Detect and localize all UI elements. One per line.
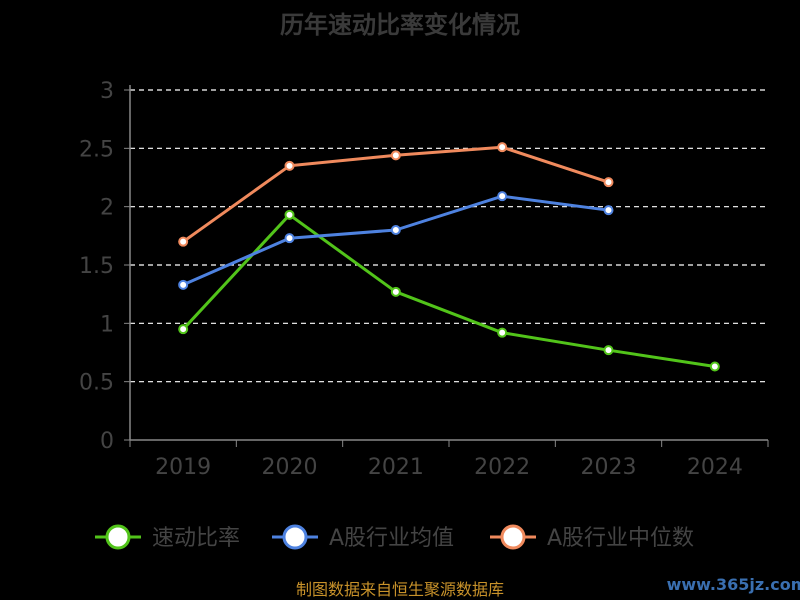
legend-label-0: 速动比率 xyxy=(152,526,240,551)
data-point-1 xyxy=(284,233,295,244)
x-tick-label: 2023 xyxy=(581,455,637,480)
legend-marker-2 xyxy=(500,524,526,550)
data-point-0 xyxy=(284,209,295,220)
data-point-0 xyxy=(390,286,401,297)
data-point-1 xyxy=(178,279,189,290)
data-point-0 xyxy=(178,324,189,335)
x-tick-label: 2020 xyxy=(262,455,318,480)
x-tick-label: 2024 xyxy=(687,455,743,480)
data-point-1 xyxy=(603,205,614,216)
x-tick-label: 2022 xyxy=(474,455,530,480)
y-tick-label: 0.5 xyxy=(79,371,114,396)
watermark: www.365jz.com xyxy=(667,575,800,594)
legend-label-2: A股行业中位数 xyxy=(547,526,694,551)
data-point-0 xyxy=(603,345,614,356)
x-tick-label: 2021 xyxy=(368,455,424,480)
data-point-1 xyxy=(390,225,401,235)
data-point-2 xyxy=(497,142,508,153)
grid-lines xyxy=(130,89,768,383)
series-layer xyxy=(178,142,720,372)
y-tick-label: 1 xyxy=(100,312,114,337)
y-tick-label: 3 xyxy=(100,79,114,104)
data-point-1 xyxy=(497,191,508,202)
data-point-0 xyxy=(709,361,720,372)
legend-label-1: A股行业均值 xyxy=(329,526,454,551)
y-tick-label: 2.5 xyxy=(79,137,114,162)
legend-marker-0 xyxy=(105,524,131,550)
data-point-2 xyxy=(603,177,614,188)
y-tick-label: 2 xyxy=(100,196,114,221)
y-tick-label: 0 xyxy=(100,429,114,454)
data-point-2 xyxy=(390,150,401,161)
legend-marker-1 xyxy=(282,524,308,550)
source-note: 制图数据来自恒生聚源数据库 xyxy=(296,580,504,599)
legend: 速动比率 A股行业均值 A股行业中位数 xyxy=(95,524,694,551)
y-tick-label: 1.5 xyxy=(79,254,114,279)
data-point-0 xyxy=(497,327,508,338)
axes: 0 0.5 1 1.5 2 2.5 3 2019 2020 2021 2022 2023 2024 xyxy=(79,79,769,480)
series-line-1 xyxy=(182,194,609,287)
x-tick-label: 2019 xyxy=(155,455,211,480)
chart-title: 历年速动比率变化情况 xyxy=(280,11,520,39)
data-point-2 xyxy=(178,236,189,247)
series-line-0 xyxy=(182,213,716,368)
data-point-2 xyxy=(284,160,295,171)
